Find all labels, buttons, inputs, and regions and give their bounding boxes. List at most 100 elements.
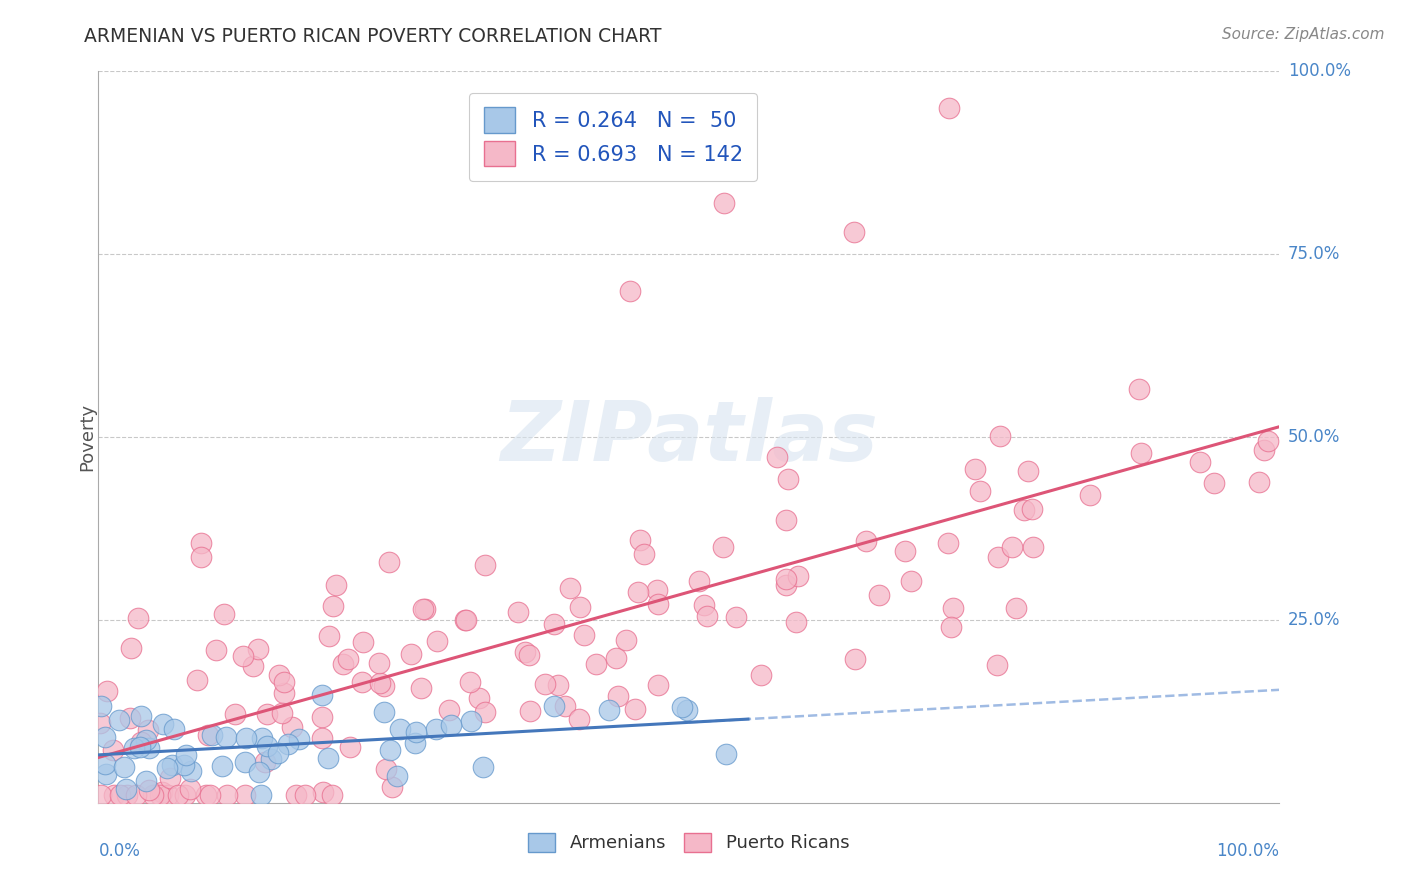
Point (212, 607, 235, 622)
Point (311, 688, 333, 702)
Point (381, 780, 404, 794)
Point (671, 700, 693, 714)
Point (519, 704, 541, 718)
Point (543, 617, 565, 632)
Point (543, 698, 565, 713)
Point (614, 633, 637, 648)
Point (235, 731, 257, 746)
Point (194, 789, 217, 803)
Point (775, 572, 797, 586)
Point (900, 574, 922, 588)
Point (337, 652, 360, 666)
Point (711, 541, 734, 555)
Point (468, 691, 491, 706)
Point (201, 728, 224, 742)
Point (197, 728, 219, 742)
Point (458, 675, 481, 690)
Point (332, 657, 354, 671)
Point (894, 543, 917, 558)
Point (103, 789, 125, 803)
Point (1000, 540, 1022, 554)
Point (633, 548, 655, 562)
Point (217, 789, 239, 803)
Point (404, 735, 426, 749)
Point (647, 597, 669, 611)
Point (233, 789, 256, 803)
Point (316, 751, 339, 765)
Point (1189, 455, 1212, 469)
Point (988, 429, 1011, 443)
Point (312, 785, 335, 799)
Point (94, 766, 117, 780)
Point (252, 731, 274, 745)
Point (936, 536, 959, 550)
Point (373, 705, 395, 719)
Point (352, 634, 374, 648)
Point (368, 656, 391, 670)
Point (775, 513, 797, 527)
Point (285, 789, 308, 803)
Point (855, 533, 877, 548)
Point (1021, 502, 1043, 516)
Point (517, 648, 540, 662)
Point (96, 684, 118, 698)
Point (425, 722, 447, 736)
Point (844, 652, 866, 666)
Point (318, 629, 340, 643)
Point (149, 789, 172, 803)
Point (204, 643, 226, 657)
Point (120, 641, 142, 656)
Point (1022, 540, 1045, 554)
Point (152, 716, 174, 731)
Point (1249, 475, 1271, 490)
Point (249, 789, 271, 803)
Point (963, 462, 986, 476)
Point (969, 483, 991, 498)
Point (259, 751, 281, 765)
Point (534, 677, 557, 691)
Point (725, 610, 748, 624)
Point (605, 651, 627, 665)
Point (986, 658, 1008, 673)
Point (693, 598, 716, 612)
Point (1078, 488, 1101, 502)
Point (1202, 475, 1225, 490)
Point (389, 722, 412, 736)
Point (339, 740, 361, 755)
Y-axis label: Poverty: Poverty (79, 403, 96, 471)
Point (242, 658, 264, 673)
Point (696, 609, 718, 624)
Point (868, 588, 890, 602)
Point (373, 679, 395, 693)
Point (598, 702, 620, 716)
Point (135, 733, 157, 747)
Point (129, 709, 152, 723)
Point (368, 676, 391, 690)
Point (785, 615, 807, 629)
Point (254, 755, 277, 769)
Point (246, 642, 269, 657)
Point (1129, 446, 1152, 460)
Point (547, 678, 569, 692)
Point (456, 613, 478, 627)
Point (380, 743, 402, 757)
Point (159, 771, 181, 785)
Point (190, 550, 212, 565)
Point (294, 789, 316, 803)
Point (90, 789, 112, 803)
Point (321, 789, 343, 803)
Text: 50.0%: 50.0% (1288, 428, 1340, 446)
Point (136, 723, 159, 738)
Point (281, 720, 304, 734)
Point (325, 578, 347, 592)
Point (405, 725, 427, 739)
Point (89, 716, 111, 731)
Point (277, 737, 299, 751)
Point (645, 582, 668, 597)
Point (647, 678, 669, 692)
Point (474, 558, 496, 573)
Point (129, 735, 152, 749)
Point (311, 710, 333, 724)
Point (409, 681, 432, 696)
Point (378, 555, 401, 569)
